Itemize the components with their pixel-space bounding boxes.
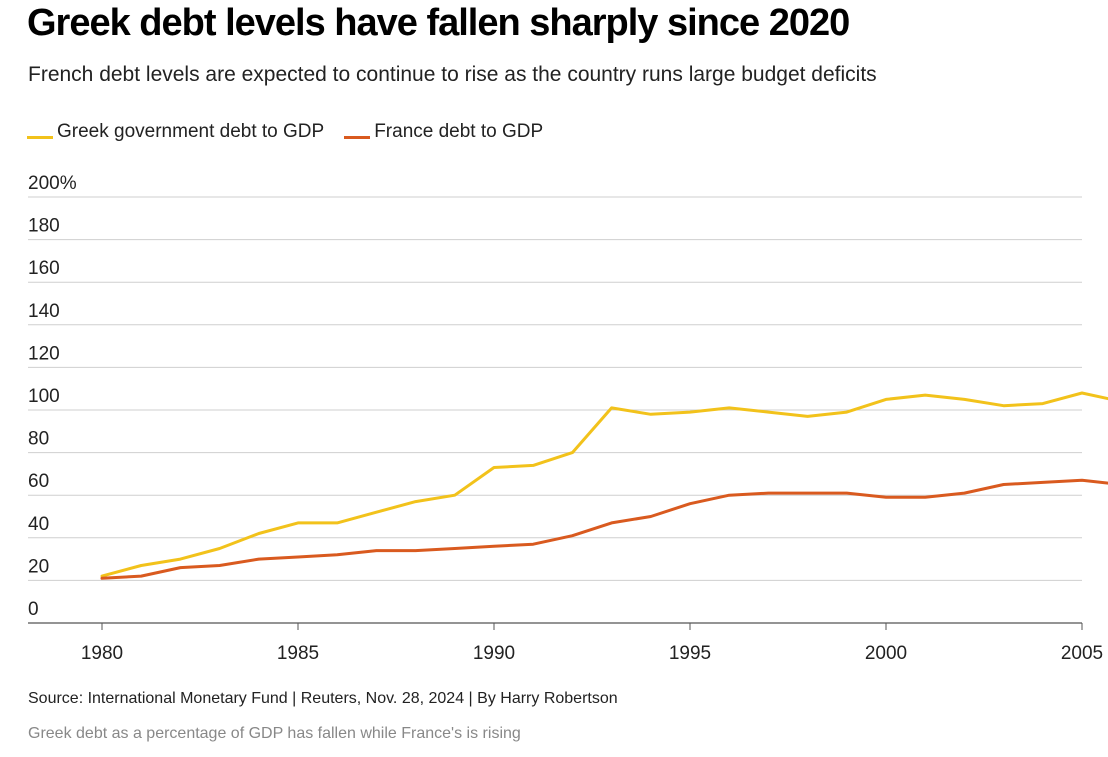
data-point-france: [649, 515, 652, 518]
data-point-greece: [218, 547, 221, 550]
data-point-greece: [375, 511, 378, 514]
data-point-france: [297, 556, 300, 559]
y-tick-label: 120: [28, 343, 60, 364]
y-tick-label: 140: [28, 301, 60, 322]
data-point-france: [1081, 479, 1084, 482]
data-point-france: [885, 496, 888, 499]
data-point-france: [140, 575, 143, 578]
legend: Greek government debt to GDP France debt…: [27, 121, 563, 143]
data-point-greece: [610, 406, 613, 409]
data-point-france: [689, 502, 692, 505]
data-point-greece: [179, 558, 182, 561]
data-point-france: [375, 549, 378, 552]
y-tick-label: 80: [28, 429, 49, 450]
data-point-france: [414, 549, 417, 552]
data-point-france: [532, 543, 535, 546]
data-point-france: [845, 492, 848, 495]
x-tick-label: 1995: [669, 643, 711, 664]
data-point-greece: [414, 500, 417, 503]
chart-title: Greek debt levels have fallen sharply si…: [27, 2, 850, 44]
data-point-greece: [885, 398, 888, 401]
data-point-greece: [924, 394, 927, 397]
chart-subtitle: French debt levels are expected to conti…: [28, 63, 877, 86]
data-point-greece: [532, 464, 535, 467]
y-tick-label: 0: [28, 599, 39, 620]
data-point-greece: [140, 564, 143, 567]
data-point-greece: [493, 466, 496, 469]
data-point-greece: [297, 521, 300, 524]
data-point-france: [101, 577, 104, 580]
data-point-france: [610, 521, 613, 524]
chart-caption: Greek debt as a percentage of GDP has fa…: [28, 725, 521, 742]
line-chart: Trajectory020406080100120140160180200%19…: [28, 173, 1108, 664]
data-point-france: [453, 547, 456, 550]
data-point-france: [218, 564, 221, 567]
data-point-france: [963, 492, 966, 495]
data-point-greece: [336, 521, 339, 524]
series-line-greece: [100, 391, 1108, 578]
data-point-france: [336, 553, 339, 556]
legend-swatch-greece: [27, 135, 53, 139]
y-tick-label: 100: [28, 386, 60, 407]
data-point-greece: [689, 411, 692, 414]
data-point-greece: [1041, 402, 1044, 405]
data-point-france: [767, 492, 770, 495]
y-tick-label: 60: [28, 471, 49, 492]
y-tick-label: 180: [28, 216, 60, 237]
data-point-greece: [806, 415, 809, 418]
data-point-greece: [767, 411, 770, 414]
data-point-greece: [453, 494, 456, 497]
y-tick-label: 20: [28, 556, 49, 577]
y-tick-label: 40: [28, 514, 49, 535]
x-tick-label: 2005: [1061, 643, 1103, 664]
y-tick-label: 160: [28, 258, 60, 279]
data-point-greece: [728, 406, 731, 409]
data-point-france: [571, 534, 574, 537]
x-tick-label: 2000: [865, 643, 907, 664]
data-point-france: [806, 492, 809, 495]
data-point-france: [1041, 481, 1044, 484]
legend-swatch-france: [344, 135, 371, 139]
data-point-greece: [963, 398, 966, 401]
data-point-france: [924, 496, 927, 499]
x-tick-label: 1980: [81, 643, 123, 664]
data-point-france: [179, 566, 182, 569]
data-point-greece: [1081, 392, 1084, 395]
data-point-france: [728, 494, 731, 497]
data-point-greece: [257, 532, 260, 535]
data-point-greece: [1002, 404, 1005, 407]
source-note: Source: International Monetary Fund | Re…: [28, 690, 618, 707]
legend-item-greece: Greek government debt to GDP: [27, 121, 324, 143]
data-point-france: [257, 558, 260, 561]
data-point-france: [1002, 483, 1005, 486]
data-point-greece: [845, 411, 848, 414]
series-line-france: [100, 478, 1108, 580]
x-tick-label: 1990: [473, 643, 515, 664]
y-tick-label: 200%: [28, 173, 77, 194]
legend-item-france: France debt to GDP: [344, 121, 543, 143]
data-point-greece: [571, 451, 574, 454]
data-point-france: [493, 545, 496, 548]
data-point-greece: [649, 413, 652, 416]
legend-label-france: France debt to GDP: [374, 121, 544, 142]
legend-label-greece: Greek government debt to GDP: [57, 121, 325, 142]
x-tick-label: 1985: [277, 643, 319, 664]
